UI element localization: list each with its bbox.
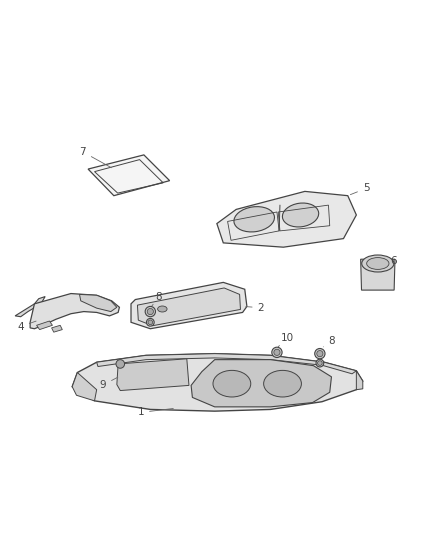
Ellipse shape bbox=[213, 370, 251, 397]
Text: 2: 2 bbox=[246, 303, 264, 313]
Ellipse shape bbox=[317, 351, 323, 357]
Text: 6: 6 bbox=[382, 256, 397, 268]
Text: 8: 8 bbox=[323, 336, 335, 347]
Ellipse shape bbox=[274, 349, 280, 356]
Ellipse shape bbox=[148, 320, 152, 325]
Ellipse shape bbox=[264, 370, 301, 397]
Polygon shape bbox=[72, 373, 97, 401]
Ellipse shape bbox=[362, 255, 394, 272]
Polygon shape bbox=[36, 321, 53, 329]
Polygon shape bbox=[79, 294, 117, 312]
Text: 5: 5 bbox=[350, 183, 369, 195]
Polygon shape bbox=[357, 371, 363, 390]
Text: 1: 1 bbox=[138, 407, 173, 417]
Ellipse shape bbox=[146, 318, 154, 326]
Polygon shape bbox=[52, 325, 62, 332]
Polygon shape bbox=[138, 288, 240, 326]
Text: 9: 9 bbox=[100, 377, 118, 390]
Polygon shape bbox=[217, 191, 357, 247]
Text: 4: 4 bbox=[17, 321, 36, 332]
Text: 8: 8 bbox=[152, 292, 162, 306]
Polygon shape bbox=[117, 359, 189, 391]
Ellipse shape bbox=[116, 360, 124, 368]
Polygon shape bbox=[97, 353, 357, 374]
Polygon shape bbox=[72, 353, 363, 411]
Polygon shape bbox=[88, 155, 170, 196]
Polygon shape bbox=[360, 259, 395, 290]
Ellipse shape bbox=[147, 309, 153, 314]
Ellipse shape bbox=[316, 359, 324, 367]
Text: 10: 10 bbox=[278, 333, 293, 347]
Ellipse shape bbox=[272, 347, 282, 358]
Ellipse shape bbox=[158, 306, 167, 312]
Ellipse shape bbox=[234, 207, 275, 232]
Polygon shape bbox=[30, 294, 120, 329]
Text: 7: 7 bbox=[79, 147, 111, 168]
Polygon shape bbox=[15, 296, 45, 317]
Ellipse shape bbox=[145, 306, 155, 317]
Ellipse shape bbox=[318, 361, 322, 366]
Ellipse shape bbox=[367, 257, 389, 269]
Polygon shape bbox=[131, 282, 247, 329]
Ellipse shape bbox=[315, 349, 325, 359]
Ellipse shape bbox=[283, 203, 319, 227]
Polygon shape bbox=[191, 360, 332, 407]
